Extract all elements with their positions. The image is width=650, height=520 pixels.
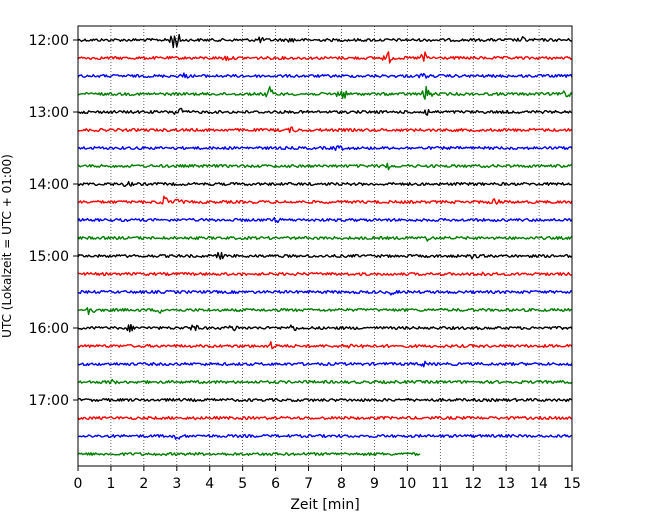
y-tick-label: 14:00 bbox=[29, 177, 69, 193]
seismic-trace bbox=[77, 180, 573, 187]
seismic-trace bbox=[77, 85, 573, 100]
x-tick-label: 8 bbox=[337, 476, 346, 492]
x-tick-label: 13 bbox=[497, 476, 515, 492]
seismic-trace bbox=[77, 451, 421, 457]
y-axis-ticks: 12:00 13:00 14:00 15:00 16:00 17:00 bbox=[29, 33, 78, 409]
x-tick-label: 14 bbox=[530, 476, 548, 492]
x-tick-label: 15 bbox=[563, 476, 581, 492]
x-tick-label: 10 bbox=[398, 476, 416, 492]
seismic-trace bbox=[77, 433, 573, 440]
seismic-trace bbox=[77, 378, 573, 385]
x-tick-label: 7 bbox=[304, 476, 313, 492]
seismic-trace bbox=[77, 271, 573, 277]
seismic-trace bbox=[77, 33, 573, 49]
x-axis-ticks: 0 1 2 3 4 5 6 7 8 9 10 11 12 13 14 15 bbox=[74, 466, 581, 492]
seismic-trace bbox=[77, 289, 573, 296]
x-tick-label: 0 bbox=[74, 476, 83, 492]
seismic-trace bbox=[77, 162, 573, 171]
x-tick-label: 12 bbox=[464, 476, 482, 492]
seismic-trace bbox=[77, 145, 573, 151]
y-tick-label: 16:00 bbox=[29, 321, 69, 337]
x-tick-label: 1 bbox=[106, 476, 115, 492]
x-tick-label: 6 bbox=[271, 476, 280, 492]
seismic-trace bbox=[77, 72, 573, 79]
seismic-trace bbox=[77, 126, 573, 134]
y-axis-label: UTC (Lokalzeit = UTC + 01:00) bbox=[0, 154, 14, 338]
seismic-traces bbox=[77, 33, 573, 457]
seismic-trace bbox=[77, 307, 573, 316]
y-tick-label: 12:00 bbox=[29, 33, 69, 49]
y-tick-label: 15:00 bbox=[29, 249, 69, 265]
seismic-trace bbox=[77, 341, 573, 350]
seismic-trace bbox=[77, 195, 573, 205]
x-tick-label: 5 bbox=[238, 476, 247, 492]
seismic-trace bbox=[77, 216, 573, 224]
grid-lines bbox=[110, 26, 540, 466]
seismic-trace bbox=[77, 235, 573, 242]
x-tick-label: 9 bbox=[370, 476, 379, 492]
seismic-trace bbox=[77, 360, 573, 368]
seismic-trace bbox=[77, 251, 573, 260]
seismic-trace bbox=[77, 323, 573, 333]
y-tick-label: 17:00 bbox=[29, 393, 69, 409]
x-axis-label: Zeit [min] bbox=[290, 497, 359, 513]
x-tick-label: 4 bbox=[205, 476, 214, 492]
x-tick-label: 3 bbox=[172, 476, 181, 492]
seismic-trace bbox=[77, 397, 573, 403]
seismic-trace bbox=[77, 51, 573, 64]
seismic-trace bbox=[77, 107, 573, 116]
seismic-trace bbox=[77, 415, 573, 421]
x-tick-label: 11 bbox=[431, 476, 449, 492]
x-tick-label: 2 bbox=[139, 476, 148, 492]
y-tick-label: 13:00 bbox=[29, 105, 69, 121]
plot-frame bbox=[77, 25, 573, 467]
